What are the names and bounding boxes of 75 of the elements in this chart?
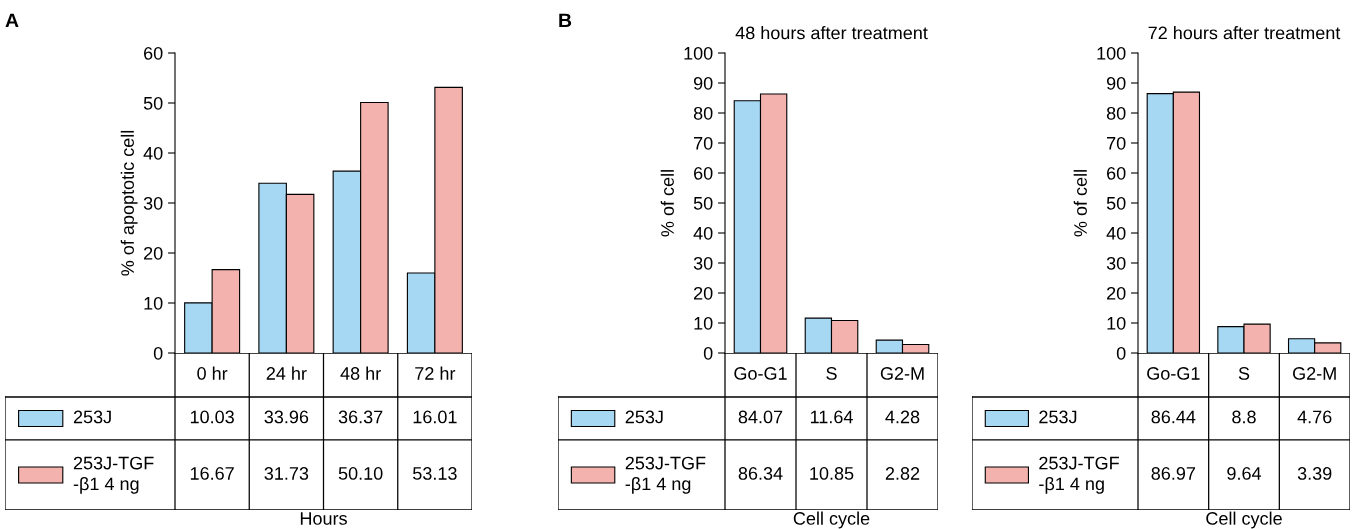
- data-label: 4.76: [1297, 410, 1332, 424]
- data-label: 16.67: [190, 467, 234, 480]
- legend-label: 253J: [625, 410, 663, 424]
- data-label: 3.39: [1297, 467, 1332, 480]
- data-label: 31.73: [264, 467, 309, 480]
- y-tick-label: 40: [1106, 226, 1126, 240]
- legend-label: 253J-TGF -β1 4 ng: [625, 456, 706, 494]
- y-tick-label: 30: [143, 196, 163, 210]
- chart-title: 72 hours after treatment: [1148, 26, 1341, 40]
- y-tick-label: 60: [144, 46, 163, 60]
- y-tick-label: 50: [693, 196, 713, 210]
- y-tick-label: 10: [694, 316, 713, 330]
- x-tick-label: G2-M: [1293, 367, 1336, 380]
- y-tick-label: 90: [1106, 76, 1126, 90]
- x-tick-label: 48 hr: [340, 366, 381, 380]
- data-label: 86.97: [1151, 467, 1196, 480]
- legend-label: 253J-TGF -β1 4 ng: [73, 456, 154, 494]
- y-tick-label: 10: [1107, 316, 1126, 330]
- y-tick-label: 40: [143, 146, 163, 160]
- x-tick-label: Go-G1: [1147, 367, 1200, 380]
- y-tick-label: 80: [693, 106, 713, 120]
- y-axis-title: % of apoptotic cell: [120, 130, 138, 276]
- x-axis-title: Cell cycle: [793, 511, 870, 529]
- y-axis-title: % of cell: [660, 170, 674, 237]
- y-tick-label: 0: [703, 346, 713, 360]
- y-tick-label: 30: [693, 256, 713, 270]
- y-tick-label: 100: [684, 46, 713, 60]
- y-tick-label: 20: [694, 286, 713, 300]
- y-tick-label: 30: [1106, 256, 1126, 270]
- x-axis-title: Hours: [300, 512, 347, 525]
- y-tick-label: 90: [693, 76, 713, 90]
- data-label: 16.01: [413, 410, 457, 424]
- y-tick-label: 20: [144, 246, 163, 260]
- y-tick-label: 60: [694, 166, 713, 180]
- data-label: 10.03: [190, 410, 234, 424]
- data-label: 11.64: [810, 410, 853, 424]
- data-label: 33.96: [264, 410, 309, 424]
- y-tick-label: 50: [1106, 196, 1126, 210]
- y-tick-label: 50: [143, 96, 163, 110]
- y-tick-label: 60: [1107, 166, 1126, 180]
- text: A: [5, 13, 19, 28]
- data-label: 4.28: [885, 410, 920, 424]
- x-axis-title: Cell cycle: [1206, 511, 1282, 529]
- legend-label: 253J-TGF -β1 4 ng: [1039, 456, 1119, 494]
- data-label: 8.8: [1232, 410, 1256, 424]
- chart-title: 48 hours after treatment: [735, 26, 928, 40]
- x-tick-label: S: [826, 367, 837, 380]
- text: B: [559, 13, 572, 28]
- data-label: 9.64: [1227, 467, 1262, 480]
- x-tick-label: 24 hr: [266, 366, 307, 380]
- y-tick-label: 0: [1116, 346, 1126, 360]
- data-label: 36.37: [338, 410, 383, 424]
- legend-label: 253J: [73, 410, 111, 424]
- x-tick-label: Go-G1: [734, 367, 787, 380]
- y-tick-label: 40: [693, 226, 713, 240]
- data-label: 50.10: [338, 467, 383, 480]
- x-tick-label: 0 hr: [197, 366, 228, 380]
- data-label: 53.13: [413, 467, 457, 480]
- y-tick-label: 70: [694, 136, 713, 150]
- legend-label: 253J: [1039, 410, 1077, 424]
- y-tick-label: 0: [153, 346, 163, 360]
- data-label: 10.85: [810, 467, 854, 480]
- data-label: 86.44: [1151, 410, 1196, 424]
- y-tick-label: 20: [1107, 286, 1126, 300]
- y-tick-label: 100: [1097, 46, 1126, 60]
- data-label: 84.07: [738, 410, 783, 424]
- x-tick-label: S: [1238, 367, 1250, 380]
- y-tick-label: 80: [1106, 106, 1126, 120]
- x-tick-label: G2-M: [880, 367, 924, 380]
- data-label: 2.82: [885, 467, 920, 480]
- y-axis-title: % of cell: [1073, 170, 1087, 237]
- y-tick-label: 70: [1107, 136, 1126, 150]
- y-tick-label: 10: [144, 296, 163, 310]
- x-tick-label: 72 hr: [415, 366, 456, 380]
- data-label: 86.34: [738, 467, 783, 480]
